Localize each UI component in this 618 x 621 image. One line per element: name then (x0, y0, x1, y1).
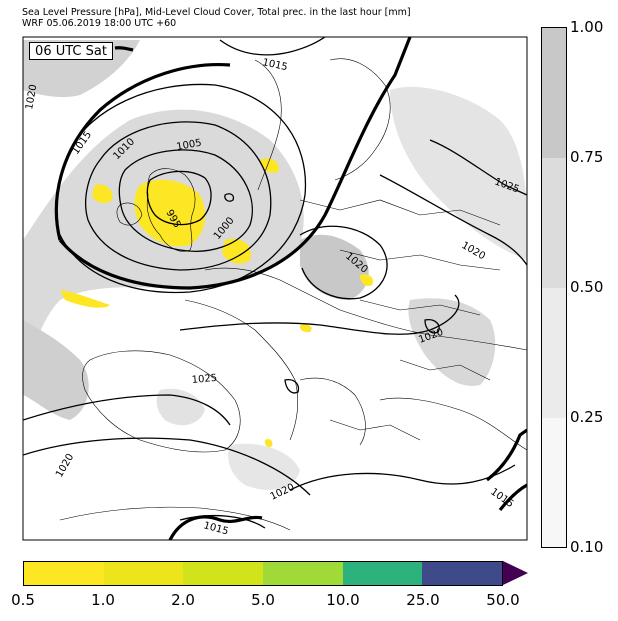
colorbar-segment (183, 562, 264, 585)
isobar-label: 1025 (191, 373, 217, 386)
colorbar-segment (542, 28, 566, 158)
colorbar-segment (24, 562, 104, 585)
cloud-colorbar-label: 0.25 (570, 408, 604, 426)
colorbar-extend-arrow (503, 561, 528, 585)
precip-colorbar-label: 2.0 (171, 591, 195, 609)
chart-subtitle: WRF 05.06.2019 18:00 UTC +60 (22, 18, 177, 29)
cloud-colorbar-label: 0.75 (570, 148, 604, 166)
isobar-1015-thick (54, 37, 527, 540)
cloud-colorbar-label: 0.50 (570, 278, 604, 296)
precip-colorbar-label: 10.0 (326, 591, 360, 609)
valid-time-label: 06 UTC Sat (29, 42, 113, 60)
precip-colorbar-label: 1.0 (91, 591, 115, 609)
cloud-colorbar-label: 0.10 (570, 538, 604, 556)
map-frame (22, 36, 528, 541)
precip-areas (60, 158, 374, 448)
precip-colorbar-label: 25.0 (406, 591, 440, 609)
isobar-label: 1020 (24, 84, 39, 111)
colorbar-segment (342, 562, 423, 585)
colorbar-segment (263, 562, 343, 585)
precip-colorbar-label: 0.5 (11, 591, 35, 609)
colorbar-segment (103, 562, 184, 585)
colorbar-segment (542, 158, 566, 288)
colorbar-segment (542, 288, 566, 418)
colorbar-segment (542, 418, 566, 547)
coastlines (59, 58, 527, 531)
cloud-colorbar-label: 1.00 (570, 18, 604, 36)
precip-colorbar (23, 561, 503, 586)
isobar-label: 1015 (261, 57, 288, 73)
isobar-label: 1005 (176, 138, 203, 153)
cloud-cover-colorbar (541, 27, 567, 548)
precip-colorbar-label: 5.0 (251, 591, 275, 609)
chart-title: Sea Level Pressure [hPa], Mid-Level Clou… (22, 7, 411, 18)
precip-colorbar-label: 50.0 (486, 591, 520, 609)
colorbar-segment (422, 562, 503, 585)
